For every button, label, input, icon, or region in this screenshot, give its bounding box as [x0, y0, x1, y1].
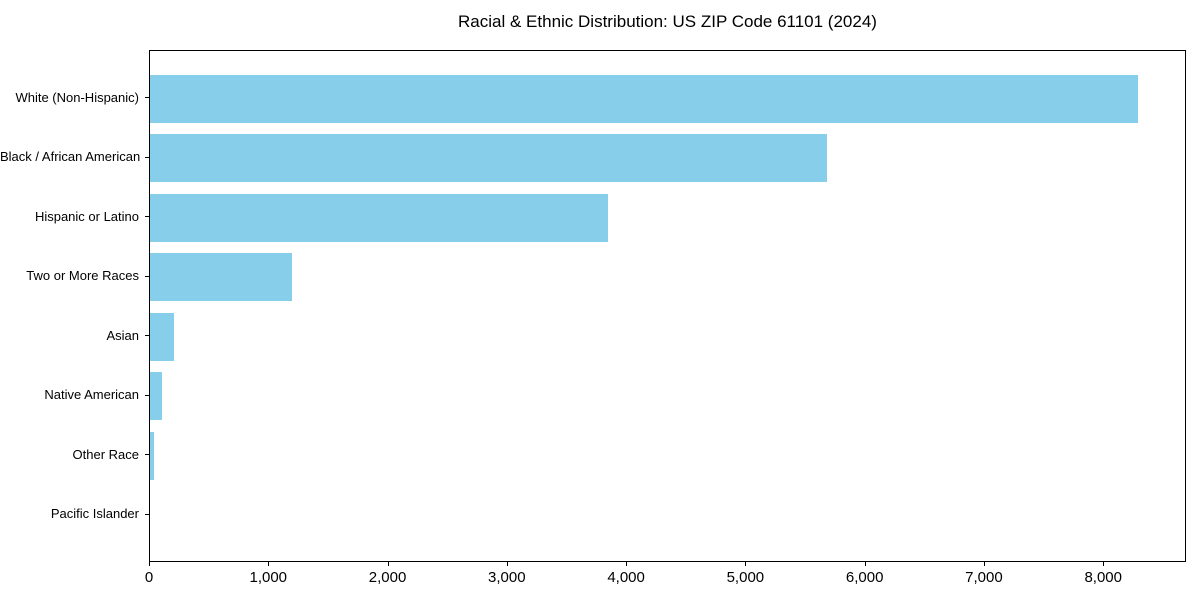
y-tick-label-hispanic-or-latino: Hispanic or Latino	[34, 208, 139, 224]
x-tick-mark-0	[149, 562, 150, 566]
y-tick-mark-pacific-islander	[145, 513, 149, 515]
chart-title: Racial & Ethnic Distribution: US ZIP Cod…	[458, 12, 877, 31]
y-tick-label-asian: Asian	[106, 327, 139, 343]
y-tick-label-two-or-more-races: Two or More Races	[26, 268, 139, 284]
x-tick-label-3000: 3,000	[488, 569, 526, 586]
y-tick-mark-other-race	[145, 454, 149, 456]
y-tick-label-native-american: Native American	[44, 387, 139, 403]
x-tick-mark-4000	[626, 562, 628, 566]
x-tick-mark-7000	[983, 562, 985, 566]
x-tick-mark-5000	[745, 562, 747, 566]
bar-asian	[150, 312, 175, 361]
y-tick-mark-two-or-more-races	[145, 275, 149, 277]
y-tick-mark-native-american	[145, 394, 149, 396]
x-tick-label-5000: 5,000	[726, 569, 765, 586]
y-tick-label-white-non-hispanic: White (Non-Hispanic)	[15, 89, 139, 105]
x-tick-label-7000: 7,000	[965, 569, 1003, 586]
y-tick-mark-black-african-american	[145, 156, 149, 158]
x-tick-label-6000: 6,000	[845, 569, 884, 586]
x-tick-label-8000: 8,000	[1084, 569, 1122, 586]
y-tick-label-other-race: Other Race	[72, 446, 139, 462]
bar-native-american	[150, 372, 162, 421]
x-tick-mark-1000	[268, 562, 270, 566]
y-tick-label-pacific-islander: Pacific Islander	[50, 506, 139, 522]
y-tick-mark-white-non-hispanic	[145, 97, 149, 99]
bar-hispanic-or-latino	[150, 193, 609, 242]
x-tick-label-4000: 4,000	[607, 569, 645, 586]
bar-white-non-hispanic	[150, 74, 1138, 123]
bar-black-african-american	[150, 134, 828, 183]
x-tick-label-1000: 1,000	[249, 569, 288, 586]
x-tick-mark-8000	[1103, 562, 1105, 566]
bar-two-or-more-races	[150, 253, 292, 302]
x-tick-label-2000: 2,000	[368, 569, 407, 586]
bar-other-race	[150, 431, 155, 480]
x-tick-mark-3000	[506, 562, 508, 566]
x-tick-label-0: 0	[144, 569, 154, 586]
x-tick-mark-6000	[864, 562, 866, 566]
x-tick-mark-2000	[387, 562, 389, 566]
plot-area	[149, 50, 1186, 562]
y-tick-label-black-african-american: Black / African American	[0, 149, 141, 165]
y-tick-mark-asian	[145, 335, 149, 337]
y-tick-mark-hispanic-or-latino	[145, 216, 149, 218]
